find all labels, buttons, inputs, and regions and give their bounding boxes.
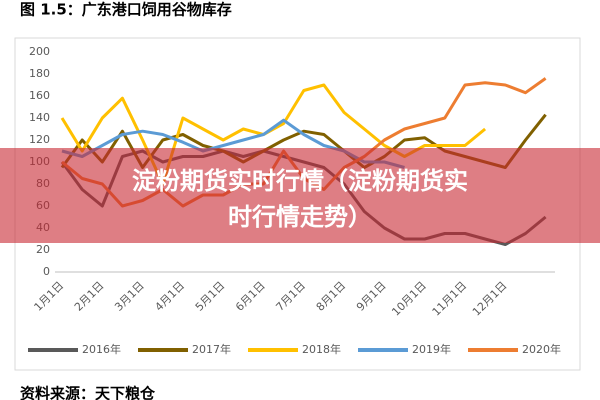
legend-label: 2019年 — [412, 342, 451, 356]
banner — [0, 148, 600, 243]
legend-label: 2017年 — [192, 342, 231, 356]
y-tick-label: 180 — [29, 67, 50, 80]
x-tick-label: 11月1日 — [430, 279, 470, 319]
x-tick-label: 1月1日 — [32, 279, 67, 314]
y-tick-label: 140 — [29, 111, 50, 124]
chart-title: 图 1.5：广东港口饲用谷物库存 — [20, 1, 232, 19]
x-tick-label: 2月1日 — [72, 279, 107, 314]
x-tick-label: 5月1日 — [193, 279, 228, 314]
x-tick-label: 10月1日 — [389, 279, 429, 319]
x-tick-label: 3月1日 — [112, 279, 147, 314]
legend-label: 2018年 — [302, 342, 341, 356]
source: 资料来源：天下粮仓 — [20, 385, 156, 400]
banner-text: 时行情走势） — [228, 203, 372, 231]
y-tick-label: 20 — [36, 243, 50, 256]
y-tick-label: 200 — [29, 45, 50, 58]
x-tick-label: 6月1日 — [233, 279, 268, 314]
banner-text: 淀粉期货实时行情（淀粉期货实 — [132, 167, 468, 195]
x-tick-label: 7月1日 — [273, 279, 308, 314]
x-tick-label: 9月1日 — [354, 279, 389, 314]
x-tick-label: 4月1日 — [152, 279, 187, 314]
legend-label: 2016年 — [82, 342, 121, 356]
x-tick-label: 8月1日 — [314, 279, 349, 314]
legend-label: 2020年 — [522, 342, 561, 356]
x-tick-label: 12月1日 — [470, 279, 510, 319]
y-tick-label: 120 — [29, 133, 50, 146]
y-tick-label: 0 — [43, 265, 50, 278]
y-tick-label: 160 — [29, 89, 50, 102]
